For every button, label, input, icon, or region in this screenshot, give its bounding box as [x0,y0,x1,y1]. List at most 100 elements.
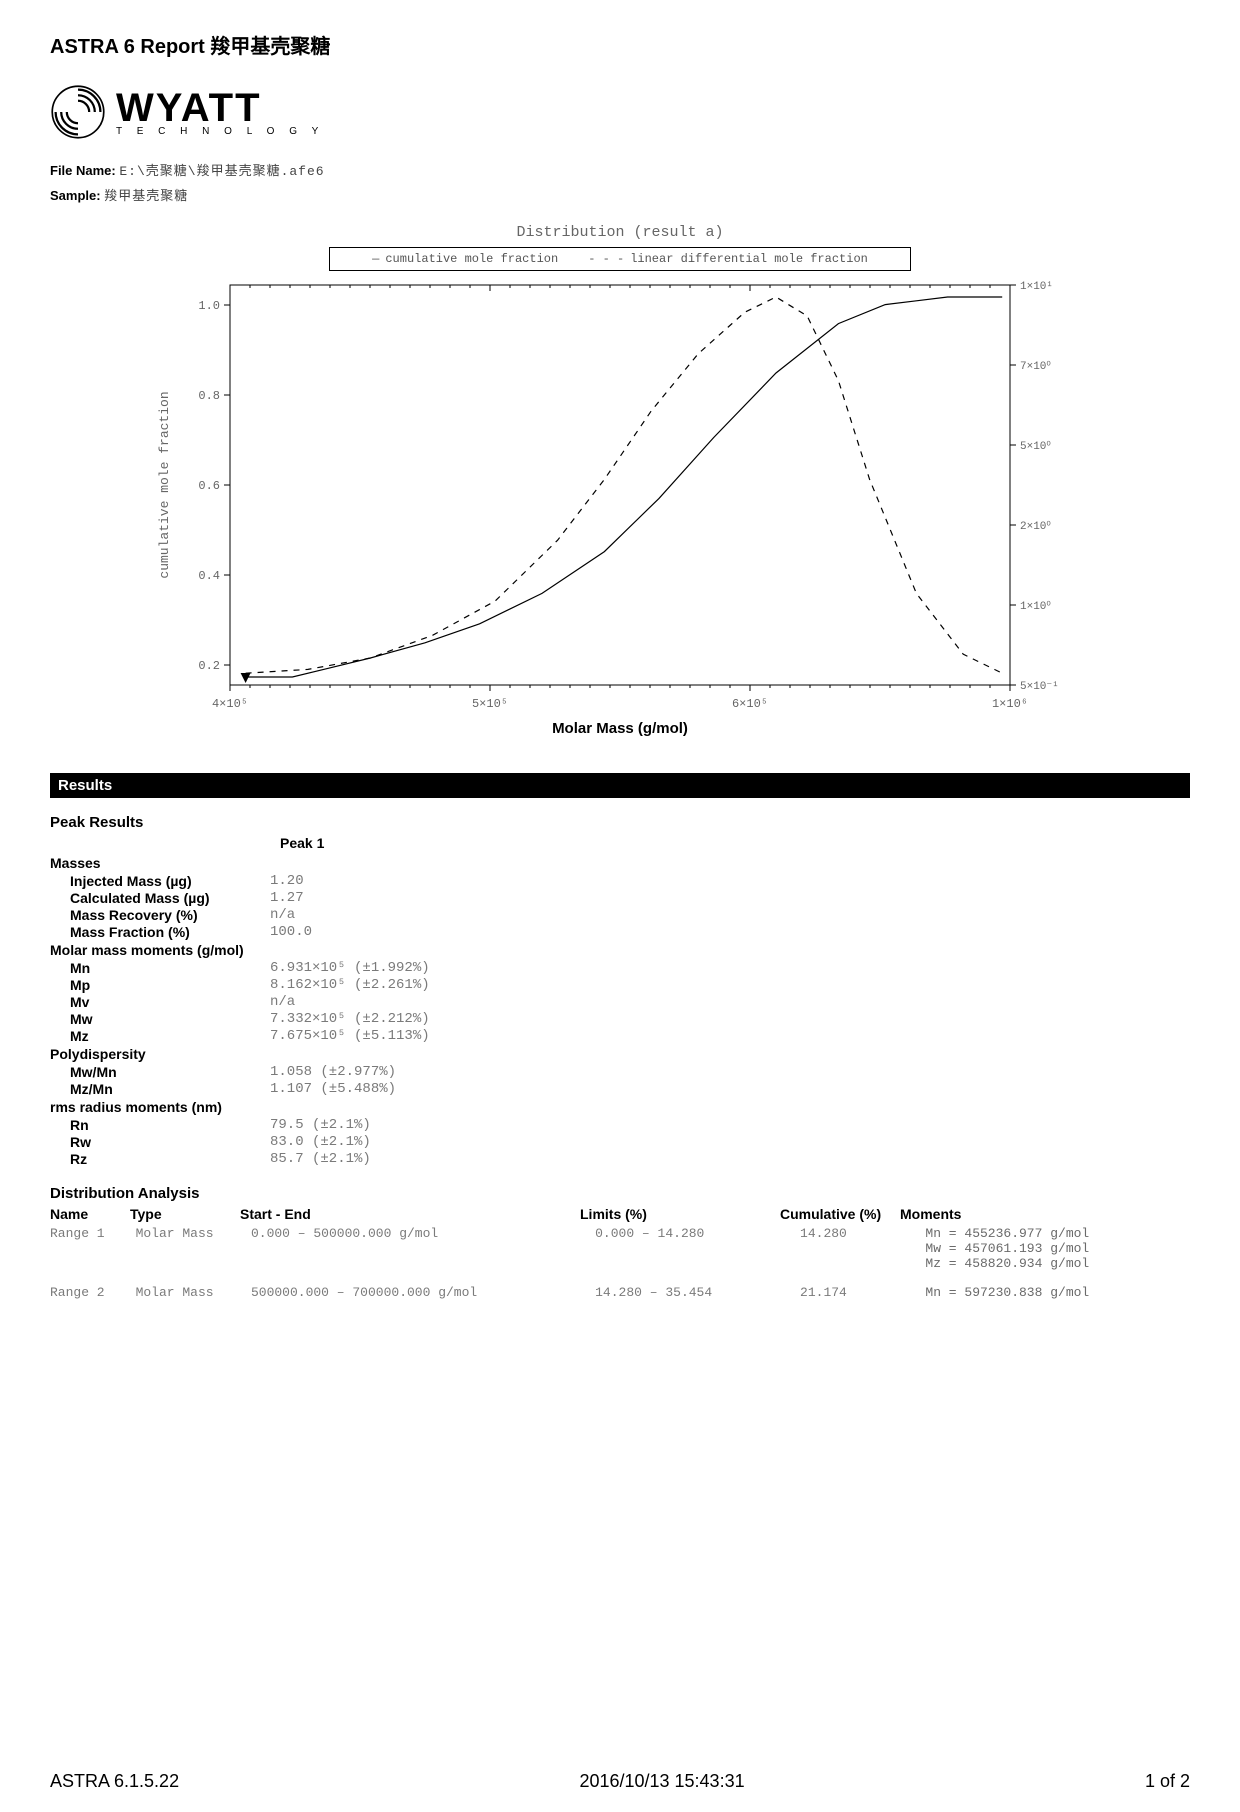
distribution-analysis: Distribution Analysis Name Type Start - … [50,1185,1190,1300]
brand-logo-row: WYATT T E C H N O L O G Y [50,84,1190,140]
distribution-header-row: Name Type Start - End Limits (%) Cumulat… [50,1206,1190,1222]
svg-text:0.8: 0.8 [198,389,220,403]
sample-line: Sample: 羧甲基壳聚糖 [50,185,1190,204]
distribution-heading: Distribution Analysis [50,1185,1190,1202]
value-mass-recovery: n/a [270,907,295,923]
distribution-row: Range 2Molar Mass500000.000 – 700000.000… [50,1285,1190,1300]
page-footer: ASTRA 6.1.5.22 2016/10/13 15:43:31 1 of … [50,1771,1190,1792]
label-mp: Mp [70,977,270,993]
value-rz: 85.7 (±2.1%) [270,1151,371,1167]
svg-text:1×10¹: 1×10¹ [1020,281,1053,293]
row-rw: Rw83.0 (±2.1%) [70,1134,1190,1150]
svg-text:5×10⁰: 5×10⁰ [1020,440,1051,453]
row-calculated-mass: Calculated Mass (µg)1.27 [70,890,1190,906]
cell-cum: 21.174 [800,1285,925,1300]
svg-text:5×10⁵: 5×10⁵ [472,697,508,711]
file-name-value: E:\壳聚糖\羧甲基壳聚糖.afe6 [119,164,324,179]
row-mn: Mn6.931×10⁵ (±1.992%) [70,960,1190,976]
peak-column-header: Peak 1 [280,835,1190,851]
value-mw-mn: 1.058 (±2.977%) [270,1064,396,1080]
svg-text:5×10⁻¹: 5×10⁻¹ [1020,681,1059,693]
cell-name: Range 2 [50,1285,136,1300]
peak-results-heading: Peak Results [50,814,1190,831]
legend-label-1: linear differential mole fraction [630,252,868,266]
label-rz: Rz [70,1151,270,1167]
chart-title: Distribution (result a) [150,224,1090,241]
label-rw: Rw [70,1134,270,1150]
svg-text:6×10⁵: 6×10⁵ [732,697,768,711]
row-injected-mass: Injected Mass (µg)1.20 [70,873,1190,889]
legend-label-0: cumulative mole fraction [385,252,558,266]
cell-cum: 14.280 [800,1226,925,1271]
label-mv: Mv [70,994,270,1010]
distribution-row: Range 1Molar Mass0.000 – 500000.000 g/mo… [50,1226,1190,1271]
col-mom: Moments [900,1206,1160,1222]
cell-type: Molar Mass [136,1226,251,1271]
label-mw-mn: Mw/Mn [70,1064,270,1080]
chart-svg: 4×10⁵5×10⁵6×10⁵1×10⁶0.20.40.60.81.05×10⁻… [150,275,1090,745]
cell-limits: 14.280 – 35.454 [595,1285,800,1300]
page-title: ASTRA 6 Report 羧甲基壳聚糖 [50,30,1190,59]
rms-heading: rms radius moments (nm) [50,1099,1190,1115]
row-mz-mn: Mz/Mn1.107 (±5.488%) [70,1081,1190,1097]
results-heading-bar: Results [50,773,1190,798]
value-rw: 83.0 (±2.1%) [270,1134,371,1150]
cell-limits: 0.000 – 14.280 [595,1226,800,1271]
svg-text:1×10⁶: 1×10⁶ [992,697,1028,711]
cell-mom: Mn = 597230.838 g/mol [925,1285,1190,1300]
svg-text:1.0: 1.0 [198,299,220,313]
cell-type: Molar Mass [136,1285,251,1300]
label-mn: Mn [70,960,270,976]
svg-text:2×10⁰: 2×10⁰ [1020,520,1051,533]
svg-text:1×10⁰: 1×10⁰ [1020,600,1051,613]
svg-text:0.6: 0.6 [198,479,220,493]
col-range: Start - End [240,1206,580,1222]
row-rz: Rz85.7 (±2.1%) [70,1151,1190,1167]
label-rn: Rn [70,1117,270,1133]
brand-name: WYATT [116,88,324,128]
col-cum: Cumulative (%) [780,1206,900,1222]
cell-name: Range 1 [50,1226,136,1271]
svg-text:7×10⁰: 7×10⁰ [1020,360,1051,373]
row-mass-recovery: Mass Recovery (%)n/a [70,907,1190,923]
cell-range: 500000.000 – 700000.000 g/mol [251,1285,595,1300]
label-injected-mass: Injected Mass (µg) [70,873,270,889]
row-mw-mn: Mw/Mn1.058 (±2.977%) [70,1064,1190,1080]
footer-software: ASTRA 6.1.5.22 [50,1771,179,1792]
brand-subtitle: T E C H N O L O G Y [116,126,324,137]
distribution-chart: Distribution (result a) —cumulative mole… [150,224,1090,745]
sample-label: Sample: [50,188,101,203]
svg-text:Molar Mass (g/mol): Molar Mass (g/mol) [552,720,688,737]
row-mv: Mvn/a [70,994,1190,1010]
col-limits: Limits (%) [580,1206,780,1222]
legend-item-cumulative: —cumulative mole fraction [372,252,558,266]
mmm-heading: Molar mass moments (g/mol) [50,942,1190,958]
value-mz-mn: 1.107 (±5.488%) [270,1081,396,1097]
footer-page-number: 1 of 2 [1145,1771,1190,1792]
cell-mom: Mn = 455236.977 g/mol Mw = 457061.193 g/… [925,1226,1190,1271]
value-mz: 7.675×10⁵ (±5.113%) [270,1028,430,1044]
value-injected-mass: 1.20 [270,873,304,889]
svg-text:0.2: 0.2 [198,659,220,673]
value-mv: n/a [270,994,295,1010]
svg-text:4×10⁵: 4×10⁵ [212,697,248,711]
row-mass-fraction: Mass Fraction (%)100.0 [70,924,1190,940]
label-mw: Mw [70,1011,270,1027]
file-name-label: File Name: [50,163,116,178]
label-mz-mn: Mz/Mn [70,1081,270,1097]
value-mw: 7.332×10⁵ (±2.212%) [270,1011,430,1027]
legend-item-differential: - - -linear differential mole fraction [588,252,868,266]
col-name: Name [50,1206,130,1222]
value-mn: 6.931×10⁵ (±1.992%) [270,960,430,976]
poly-heading: Polydispersity [50,1046,1190,1062]
footer-timestamp: 2016/10/13 15:43:31 [579,1771,744,1792]
value-mass-fraction: 100.0 [270,924,312,940]
label-calculated-mass: Calculated Mass (µg) [70,890,270,906]
svg-text:cumulative mole fraction: cumulative mole fraction [157,391,172,578]
masses-heading: Masses [50,855,1190,871]
label-mz: Mz [70,1028,270,1044]
value-mp: 8.162×10⁵ (±2.261%) [270,977,430,993]
label-mass-fraction: Mass Fraction (%) [70,924,270,940]
row-mw: Mw7.332×10⁵ (±2.212%) [70,1011,1190,1027]
label-mass-recovery: Mass Recovery (%) [70,907,270,923]
